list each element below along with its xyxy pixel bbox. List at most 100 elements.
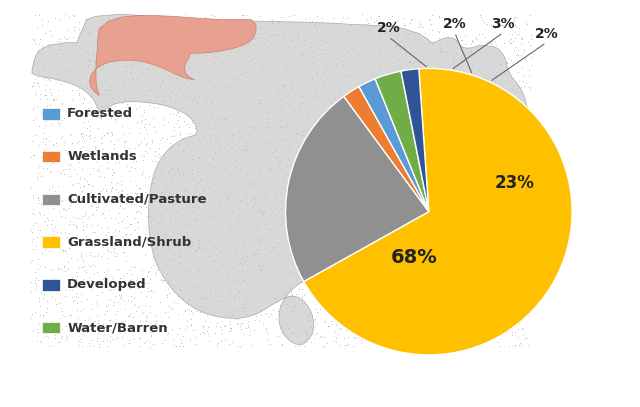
Point	[326, 98, 337, 105]
Point	[32, 173, 42, 180]
Point	[296, 49, 307, 56]
Point	[413, 143, 424, 149]
Point	[427, 250, 437, 256]
Point	[315, 215, 325, 222]
Point	[342, 64, 352, 70]
Point	[231, 252, 241, 258]
Point	[499, 294, 509, 301]
Point	[233, 320, 243, 327]
Point	[207, 19, 218, 25]
Point	[56, 80, 66, 87]
Point	[84, 79, 95, 85]
Point	[175, 343, 185, 350]
Point	[285, 176, 296, 183]
Point	[390, 150, 401, 156]
Point	[241, 42, 252, 48]
Point	[305, 282, 316, 288]
Point	[503, 264, 513, 270]
Point	[237, 81, 248, 88]
Point	[41, 135, 51, 141]
Point	[177, 86, 187, 93]
Point	[447, 135, 457, 141]
Point	[362, 126, 372, 132]
Point	[364, 26, 374, 33]
Point	[330, 150, 340, 157]
Point	[378, 309, 388, 315]
Point	[120, 231, 130, 237]
Point	[273, 249, 284, 256]
Point	[209, 38, 220, 44]
Point	[410, 174, 420, 181]
Point	[77, 218, 88, 225]
Point	[92, 334, 102, 341]
Point	[457, 328, 467, 335]
Point	[478, 122, 488, 129]
Point	[174, 154, 184, 160]
Point	[271, 212, 281, 218]
Point	[501, 67, 511, 74]
Point	[277, 81, 287, 88]
Point	[525, 307, 535, 314]
Point	[404, 142, 414, 148]
Point	[420, 115, 430, 122]
Point	[125, 267, 135, 273]
Point	[401, 29, 412, 36]
Point	[67, 287, 77, 293]
Point	[166, 305, 176, 311]
Point	[360, 120, 370, 127]
Point	[120, 53, 130, 59]
Point	[311, 260, 321, 266]
Point	[56, 170, 66, 176]
Point	[452, 210, 463, 217]
Point	[457, 37, 467, 44]
Point	[342, 197, 352, 204]
Point	[518, 142, 528, 149]
Point	[146, 287, 156, 293]
Point	[509, 222, 520, 228]
Point	[236, 319, 246, 326]
Point	[126, 221, 136, 227]
Point	[338, 13, 348, 20]
Point	[26, 279, 36, 286]
Point	[445, 201, 455, 208]
Point	[428, 316, 438, 323]
Point	[337, 250, 348, 257]
Point	[447, 322, 457, 329]
Point	[426, 213, 436, 219]
Point	[156, 188, 166, 195]
Point	[269, 66, 280, 72]
Point	[289, 321, 299, 327]
Point	[250, 55, 260, 61]
Point	[254, 161, 264, 168]
Point	[107, 184, 117, 190]
Point	[131, 308, 141, 314]
Point	[150, 269, 160, 276]
Point	[470, 141, 480, 147]
Point	[42, 202, 52, 208]
Point	[87, 192, 97, 198]
Point	[522, 227, 532, 233]
Point	[60, 147, 70, 153]
Point	[47, 266, 58, 273]
Point	[285, 243, 296, 249]
Point	[396, 305, 406, 311]
Point	[192, 80, 202, 87]
Point	[321, 164, 331, 171]
Point	[49, 96, 59, 102]
Point	[526, 62, 536, 68]
Point	[297, 129, 307, 135]
Point	[504, 77, 515, 83]
Point	[383, 39, 394, 46]
Point	[227, 312, 237, 319]
Point	[94, 107, 104, 113]
Point	[132, 219, 142, 225]
Point	[98, 185, 108, 192]
Point	[526, 32, 536, 38]
Point	[124, 64, 134, 70]
Point	[26, 258, 36, 265]
Point	[275, 107, 285, 114]
Point	[276, 135, 287, 141]
Point	[248, 204, 259, 210]
Point	[457, 343, 467, 349]
Point	[120, 108, 131, 114]
